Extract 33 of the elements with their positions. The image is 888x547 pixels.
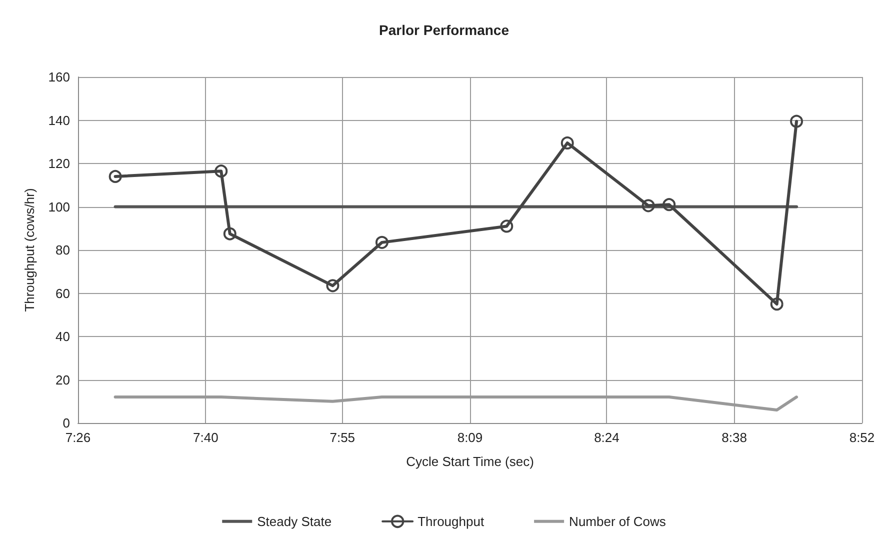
y-tick-label: 20 [56, 372, 70, 388]
point [790, 114, 804, 128]
point [560, 136, 574, 150]
y-tick-label: 100 [48, 199, 70, 214]
y-tick-label: 120 [48, 156, 70, 171]
point [108, 170, 122, 183]
legend-label: Number of Cows [569, 514, 666, 529]
y-tick-label: 80 [56, 242, 70, 258]
y-tick-label: 60 [56, 286, 70, 301]
y-axis-title: Throughput (cows/hr) [22, 188, 37, 312]
x-tick-label: 7:26 [65, 430, 91, 445]
y-tick-label: 140 [48, 112, 70, 128]
point [214, 164, 228, 178]
point [770, 298, 784, 311]
point [326, 279, 340, 292]
y-tick-label: 160 [48, 70, 70, 84]
x-tick-label: 8:09 [457, 430, 483, 445]
x-tick-label: 7:40 [193, 430, 218, 445]
point [223, 227, 236, 240]
y-tick-label: 0 [62, 416, 70, 430]
point [642, 199, 655, 212]
point [375, 236, 388, 249]
x-tick-label: 8:38 [722, 430, 747, 445]
x-axis-title: Cycle Start Time (sec) [406, 454, 534, 469]
x-tick-label: 8:52 [849, 430, 875, 445]
point [500, 220, 514, 233]
point [662, 198, 676, 212]
x-tick-label: 8:24 [594, 430, 620, 445]
chart-title: Parlor Performance [379, 22, 510, 38]
legend-label: Throughput [418, 514, 484, 529]
y-tick-label: 40 [56, 329, 70, 344]
legend-label: Steady State [257, 514, 332, 529]
x-tick-label: 7:55 [330, 430, 356, 445]
